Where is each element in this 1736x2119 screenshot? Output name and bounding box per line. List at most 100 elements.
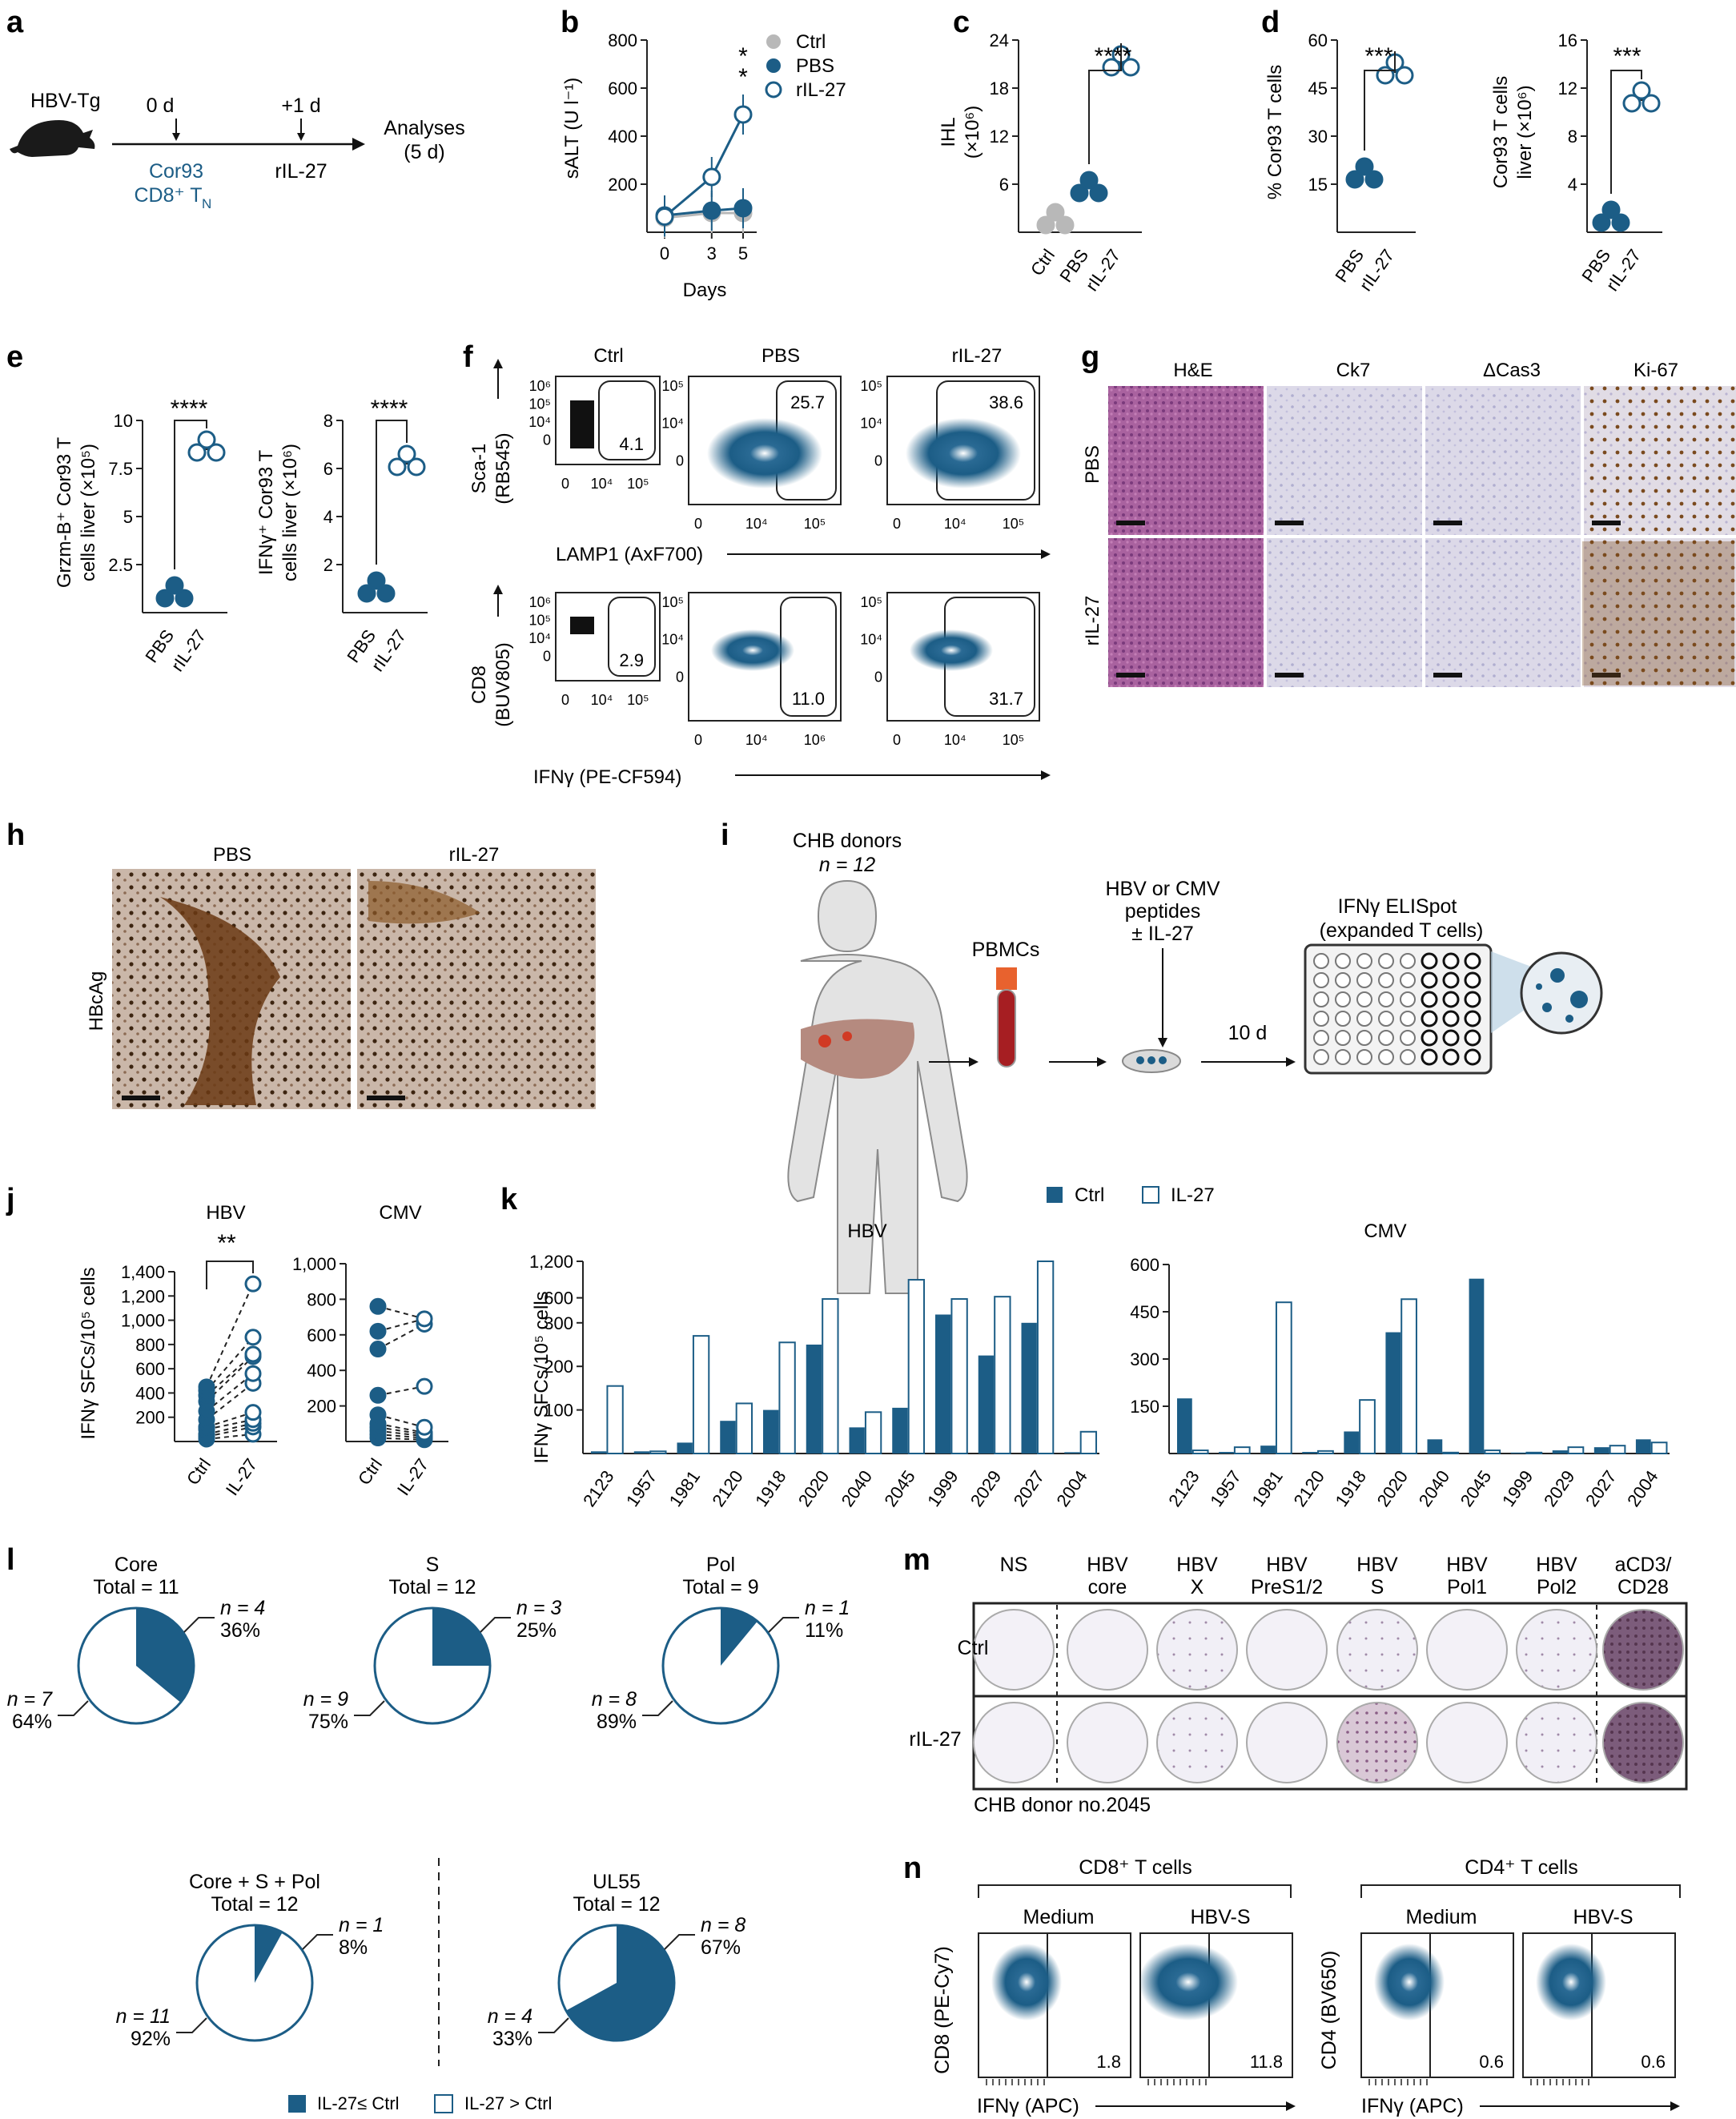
significance-mark: **** bbox=[1095, 43, 1132, 70]
x-tick-label: 0 bbox=[561, 692, 569, 708]
data-point bbox=[369, 1297, 387, 1315]
y-tick-label: 15 bbox=[1308, 175, 1328, 195]
x-tick-label: 2045 bbox=[1457, 1467, 1496, 1510]
plate-well bbox=[1421, 971, 1438, 989]
panel-k: IFNγ SFCs/10⁵ cells Ctrl IL-27 HBV CMV 1… bbox=[529, 1184, 1670, 1510]
y-tick-label: 10⁵ bbox=[861, 594, 882, 610]
pie-total: Total = 12 bbox=[211, 1893, 298, 1916]
bar-ctrl bbox=[677, 1442, 693, 1454]
plate-well bbox=[1421, 1048, 1438, 1066]
flow-contour bbox=[1536, 1944, 1606, 2020]
significance-bracket bbox=[206, 1261, 254, 1289]
plate-well bbox=[1400, 953, 1416, 969]
label-leader bbox=[538, 2017, 569, 2033]
staining-overlay bbox=[1582, 541, 1734, 686]
data-point bbox=[702, 167, 721, 187]
plate-well bbox=[1442, 1048, 1460, 1066]
y-axis-label: cells liver (×10⁵) bbox=[78, 444, 99, 581]
legend-marker bbox=[1047, 1187, 1063, 1203]
data-point bbox=[733, 199, 753, 218]
x-tick-label: 2045 bbox=[880, 1467, 919, 1510]
elispot-well bbox=[1336, 1702, 1418, 1783]
x-tick-label: 1999 bbox=[923, 1467, 962, 1510]
legend-marker bbox=[766, 34, 781, 49]
flow-contour bbox=[707, 418, 822, 489]
gate-percentage: 0.6 bbox=[1479, 2052, 1504, 2072]
plate-well bbox=[1356, 1030, 1372, 1046]
data-point bbox=[376, 584, 396, 603]
plate-well bbox=[1400, 1030, 1416, 1046]
x-tick-label: 0 bbox=[694, 516, 702, 532]
data-point bbox=[1622, 94, 1642, 113]
y-axis-label: IFNγ⁺ Cor93 T bbox=[255, 450, 277, 576]
significance-mark: *** bbox=[1613, 43, 1641, 70]
y-tick-label: 45 bbox=[1308, 78, 1328, 99]
y-tick-label: 800 bbox=[608, 30, 637, 50]
gate-percentage: 4.1 bbox=[619, 434, 644, 454]
y-tick-label: 6 bbox=[323, 459, 333, 479]
elispot-label: (expanded T cells) bbox=[1320, 919, 1484, 942]
plate-well bbox=[1400, 1011, 1416, 1027]
bar-ctrl bbox=[849, 1427, 865, 1454]
pie-slice bbox=[432, 1608, 490, 1666]
x-tick-label: 3 bbox=[707, 243, 717, 263]
flow-contour bbox=[906, 418, 1021, 489]
y-tick-label: 0 bbox=[874, 452, 882, 468]
data-point bbox=[407, 457, 426, 476]
y-tick-label: 12 bbox=[990, 127, 1009, 147]
x-axis-label: IFNγ (PE-CF594) bbox=[533, 766, 681, 788]
slice-percent: 75% bbox=[308, 1711, 348, 1733]
panel-m: NS HBVcoreHBVXHBVPreS1/2HBVSHBVPol1HBVPol… bbox=[909, 1554, 1688, 1816]
plate-well bbox=[1378, 972, 1394, 988]
column-header: HBV bbox=[1176, 1554, 1218, 1576]
y-tick-label: 400 bbox=[608, 127, 637, 147]
column-header: ΔCas3 bbox=[1483, 360, 1541, 381]
plate-well bbox=[1356, 953, 1372, 969]
x-tick-label: 10⁵ bbox=[1003, 516, 1024, 532]
bar-il27 bbox=[778, 1341, 796, 1455]
significance-mark: **** bbox=[171, 396, 208, 422]
days-label: 10 d bbox=[1228, 1022, 1268, 1044]
slice-percent: 89% bbox=[597, 1711, 637, 1733]
bar-ctrl bbox=[1385, 1332, 1401, 1454]
slice-percent: 67% bbox=[701, 1936, 741, 1959]
y-tick-label: 8 bbox=[1568, 127, 1577, 147]
bar-ctrl bbox=[763, 1409, 779, 1454]
pie-total: Total = 11 bbox=[93, 1576, 179, 1598]
data-point bbox=[244, 1404, 262, 1421]
data-point bbox=[369, 1406, 387, 1424]
y-tick-label: 300 bbox=[544, 1313, 573, 1333]
y-tick-label: 10⁴ bbox=[528, 414, 551, 430]
x-tick-label: 2123 bbox=[579, 1467, 618, 1510]
gate-percentage: 11.0 bbox=[792, 689, 825, 709]
y-tick-label: 100 bbox=[544, 1401, 573, 1421]
legend-entry: rIL-27 bbox=[796, 79, 846, 101]
panel-letter: a bbox=[6, 6, 24, 39]
cells-label: Cor93 bbox=[149, 160, 203, 183]
data-point bbox=[1395, 66, 1414, 85]
x-tick-label: 2029 bbox=[1540, 1467, 1579, 1510]
flow-events bbox=[570, 617, 594, 634]
slice-count: n = 11 bbox=[116, 2005, 171, 2028]
legend-marker bbox=[766, 58, 781, 73]
y-tick-label: 10⁵ bbox=[662, 378, 684, 394]
plate-well bbox=[1421, 991, 1438, 1008]
day1-label: +1 d bbox=[281, 94, 320, 117]
column-header: H&E bbox=[1173, 360, 1212, 381]
group-header: CD4⁺ T cells bbox=[1465, 1856, 1577, 1879]
flow-plot bbox=[555, 376, 661, 465]
x-tick-label: 2004 bbox=[1623, 1467, 1662, 1510]
x-tick-label: 1918 bbox=[751, 1467, 790, 1510]
y-tick-label: 1,200 bbox=[121, 1286, 165, 1306]
plate-well bbox=[1335, 1011, 1351, 1027]
plate-well bbox=[1356, 1049, 1372, 1065]
plate-well bbox=[1464, 991, 1481, 1008]
data-point bbox=[244, 1275, 262, 1293]
y-tick-label: 800 bbox=[135, 1335, 165, 1355]
bar-il27 bbox=[1191, 1450, 1209, 1454]
gate-percentage: 38.6 bbox=[989, 392, 1023, 412]
